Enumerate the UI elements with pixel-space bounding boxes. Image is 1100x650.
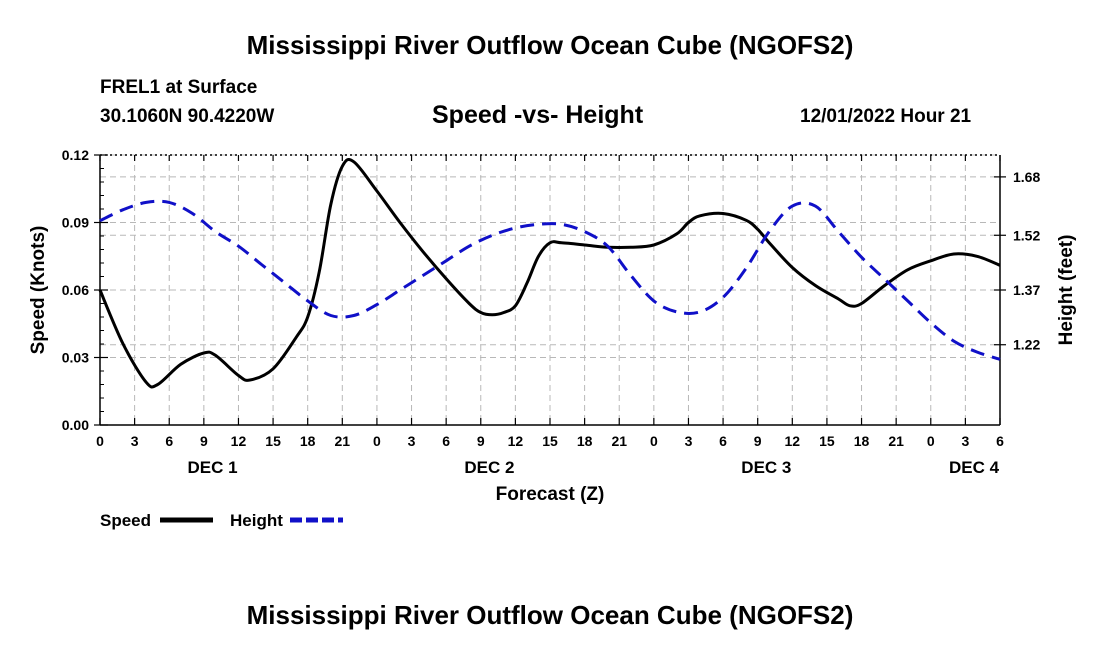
x-tick-label: 18	[577, 433, 593, 449]
x-tick-label: 0	[650, 433, 658, 449]
y-tick-label: 0.00	[62, 417, 89, 433]
legend-label: Height	[230, 511, 283, 530]
x-tick-label: 3	[685, 433, 693, 449]
x-tick-label: 9	[477, 433, 485, 449]
coordinates-label: 30.1060N 90.4220W	[100, 106, 275, 127]
x-tick-label: 21	[888, 433, 904, 449]
y2-tick-label: 1.68	[1013, 169, 1040, 185]
x-tick-label: 12	[508, 433, 524, 449]
x-tick-label: 3	[131, 433, 139, 449]
x-tick-label: 18	[300, 433, 316, 449]
x-tick-label: 3	[408, 433, 416, 449]
x-tick-label: 6	[996, 433, 1004, 449]
day-label: DEC 4	[949, 458, 1000, 477]
x-tick-label: 12	[231, 433, 247, 449]
x-tick-label: 12	[785, 433, 801, 449]
x-tick-label: 3	[961, 433, 969, 449]
legend-label: Speed	[100, 511, 151, 530]
x-tick-label: 0	[96, 433, 104, 449]
y-tick-label: 0.03	[62, 350, 89, 366]
x-tick-label: 9	[200, 433, 208, 449]
series-line-speed	[98, 157, 1001, 389]
forecast-datetime: 12/01/2022 Hour 21	[800, 106, 972, 127]
bottom-chart-title: Mississippi River Outflow Ocean Cube (NG…	[246, 600, 854, 630]
day-label: DEC 3	[741, 458, 791, 477]
x-axis-title: Forecast (Z)	[496, 484, 605, 505]
chart-title: Mississippi River Outflow Ocean Cube (NG…	[246, 30, 854, 60]
station-label: FREL1 at Surface	[100, 77, 258, 98]
y2-tick-label: 1.37	[1013, 282, 1040, 298]
y-tick-label: 0.12	[62, 147, 89, 163]
x-tick-label: 15	[542, 433, 558, 449]
x-tick-label: 0	[373, 433, 381, 449]
x-tick-label: 6	[165, 433, 173, 449]
x-tick-label: 15	[265, 433, 281, 449]
x-tick-label: 18	[854, 433, 870, 449]
x-tick-label: 6	[719, 433, 727, 449]
x-tick-label: 6	[442, 433, 450, 449]
chart-subtitle: Speed -vs- Height	[432, 101, 644, 129]
x-tick-label: 0	[927, 433, 935, 449]
x-tick-label: 21	[611, 433, 627, 449]
x-tick-label: 15	[819, 433, 835, 449]
day-label: DEC 2	[464, 458, 514, 477]
x-tick-label: 9	[754, 433, 762, 449]
y-tick-label: 0.06	[62, 282, 89, 298]
series-line-height	[99, 199, 1001, 361]
y2-axis-title: Height (feet)	[1056, 235, 1077, 346]
x-tick-label: 21	[335, 433, 351, 449]
y2-tick-label: 1.22	[1013, 337, 1040, 353]
y2-tick-label: 1.52	[1013, 227, 1040, 243]
y-axis-title: Speed (Knots)	[28, 226, 49, 355]
y-tick-label: 0.09	[62, 215, 89, 231]
day-label: DEC 1	[187, 458, 237, 477]
